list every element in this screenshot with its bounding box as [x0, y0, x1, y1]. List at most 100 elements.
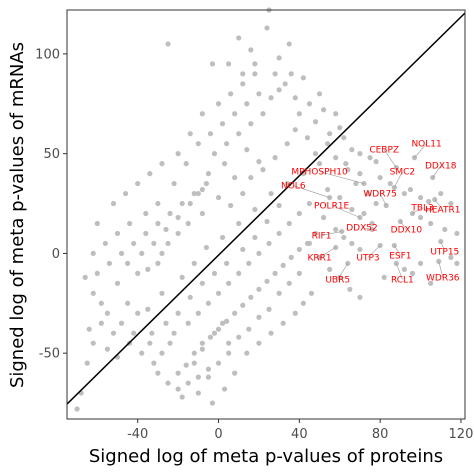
- data-point: [296, 210, 302, 217]
- data-point: [292, 95, 298, 101]
- data-point: [205, 366, 212, 372]
- data-point: [104, 346, 111, 352]
- data-point: [300, 300, 306, 306]
- data-point: [185, 380, 191, 386]
- data-point: [341, 135, 347, 141]
- data-point: [125, 300, 131, 306]
- gene-label: HEATR1: [425, 206, 460, 216]
- data-point: [191, 360, 197, 366]
- data-point: [215, 194, 222, 201]
- data-point: [185, 220, 191, 227]
- data-point: [365, 190, 371, 197]
- data-point: [191, 260, 197, 266]
- data-point: [171, 330, 177, 336]
- gene-label: RIF1: [312, 231, 332, 241]
- data-point: [325, 186, 331, 193]
- gene-label: CEBPZ: [369, 146, 399, 156]
- y-tick-label: -50: [39, 347, 60, 362]
- data-point: [373, 200, 379, 207]
- data-point: [282, 81, 288, 87]
- label-connector: [383, 149, 397, 168]
- data-point: [199, 111, 205, 117]
- data-point: [349, 240, 355, 247]
- data-point: [224, 318, 230, 324]
- data-point: [276, 230, 282, 237]
- data-point: [236, 35, 242, 41]
- data-point: [131, 330, 137, 336]
- label-connector: [319, 247, 336, 258]
- data-point: [276, 55, 282, 61]
- data-point: [86, 326, 92, 332]
- data-point: [122, 190, 129, 197]
- label-connector: [331, 205, 361, 218]
- data-point: [151, 360, 157, 366]
- data-point: [187, 131, 193, 137]
- data-point: [175, 310, 181, 316]
- y-tick-label: 50: [43, 147, 60, 162]
- data-point: [264, 278, 270, 284]
- y-tick-label: 0: [52, 247, 60, 262]
- data-point: [353, 180, 359, 187]
- data-point: [106, 260, 113, 266]
- data-point: [221, 386, 228, 392]
- data-point: [316, 91, 323, 97]
- data-point: [147, 340, 153, 346]
- data-point: [199, 210, 205, 217]
- data-point: [104, 310, 111, 316]
- data-point: [90, 250, 96, 257]
- data-point: [300, 75, 306, 81]
- label-connector: [367, 245, 381, 258]
- data-point: [337, 125, 343, 131]
- label-connector: [394, 245, 401, 256]
- data-point: [246, 260, 252, 266]
- data-point: [276, 87, 282, 93]
- data-point: [219, 234, 226, 241]
- gene-label: DDX52: [346, 223, 377, 233]
- label-connector: [321, 231, 342, 236]
- data-point: [327, 131, 333, 137]
- data-point: [426, 198, 432, 205]
- data-point: [84, 360, 90, 366]
- data-point: [171, 180, 177, 187]
- data-point: [417, 194, 424, 201]
- data-point: [165, 240, 171, 247]
- data-point: [211, 151, 218, 157]
- data-point: [381, 274, 387, 280]
- data-point: [155, 260, 161, 266]
- data-point: [205, 300, 212, 306]
- label-connector: [394, 171, 403, 188]
- data-point: [114, 280, 121, 286]
- data-point: [135, 310, 141, 316]
- data-point: [407, 186, 414, 193]
- data-point: [312, 151, 319, 157]
- data-point: [343, 161, 349, 167]
- data-point: [209, 61, 216, 67]
- label-connector: [438, 261, 444, 278]
- data-point: [179, 274, 185, 280]
- data-point: [94, 270, 100, 276]
- data-point: [306, 200, 313, 207]
- data-point: [327, 266, 333, 272]
- label-connector: [379, 193, 387, 206]
- data-point: [236, 270, 242, 276]
- data-point: [264, 25, 270, 31]
- data-point: [143, 230, 149, 237]
- data-point: [252, 61, 258, 67]
- gene-label: ESF1: [389, 251, 411, 261]
- gene-labels: NOL11 CEBPZ DDX18 MPHOSPH10 SMC2 NOL6 WDR75 TBL…: [281, 140, 460, 286]
- data-point: [90, 340, 96, 346]
- data-point: [296, 111, 302, 117]
- data-point: [139, 350, 145, 356]
- label-connector: [434, 199, 444, 210]
- data-point: [288, 254, 294, 260]
- data-point: [219, 121, 226, 127]
- data-point: [401, 190, 407, 197]
- data-point: [226, 350, 232, 356]
- data-point: [454, 260, 460, 266]
- data-point: [187, 294, 193, 300]
- data-point: [163, 320, 169, 326]
- data-point: [266, 240, 272, 247]
- data-point: [155, 220, 161, 227]
- gene-label: KRR1: [307, 253, 331, 263]
